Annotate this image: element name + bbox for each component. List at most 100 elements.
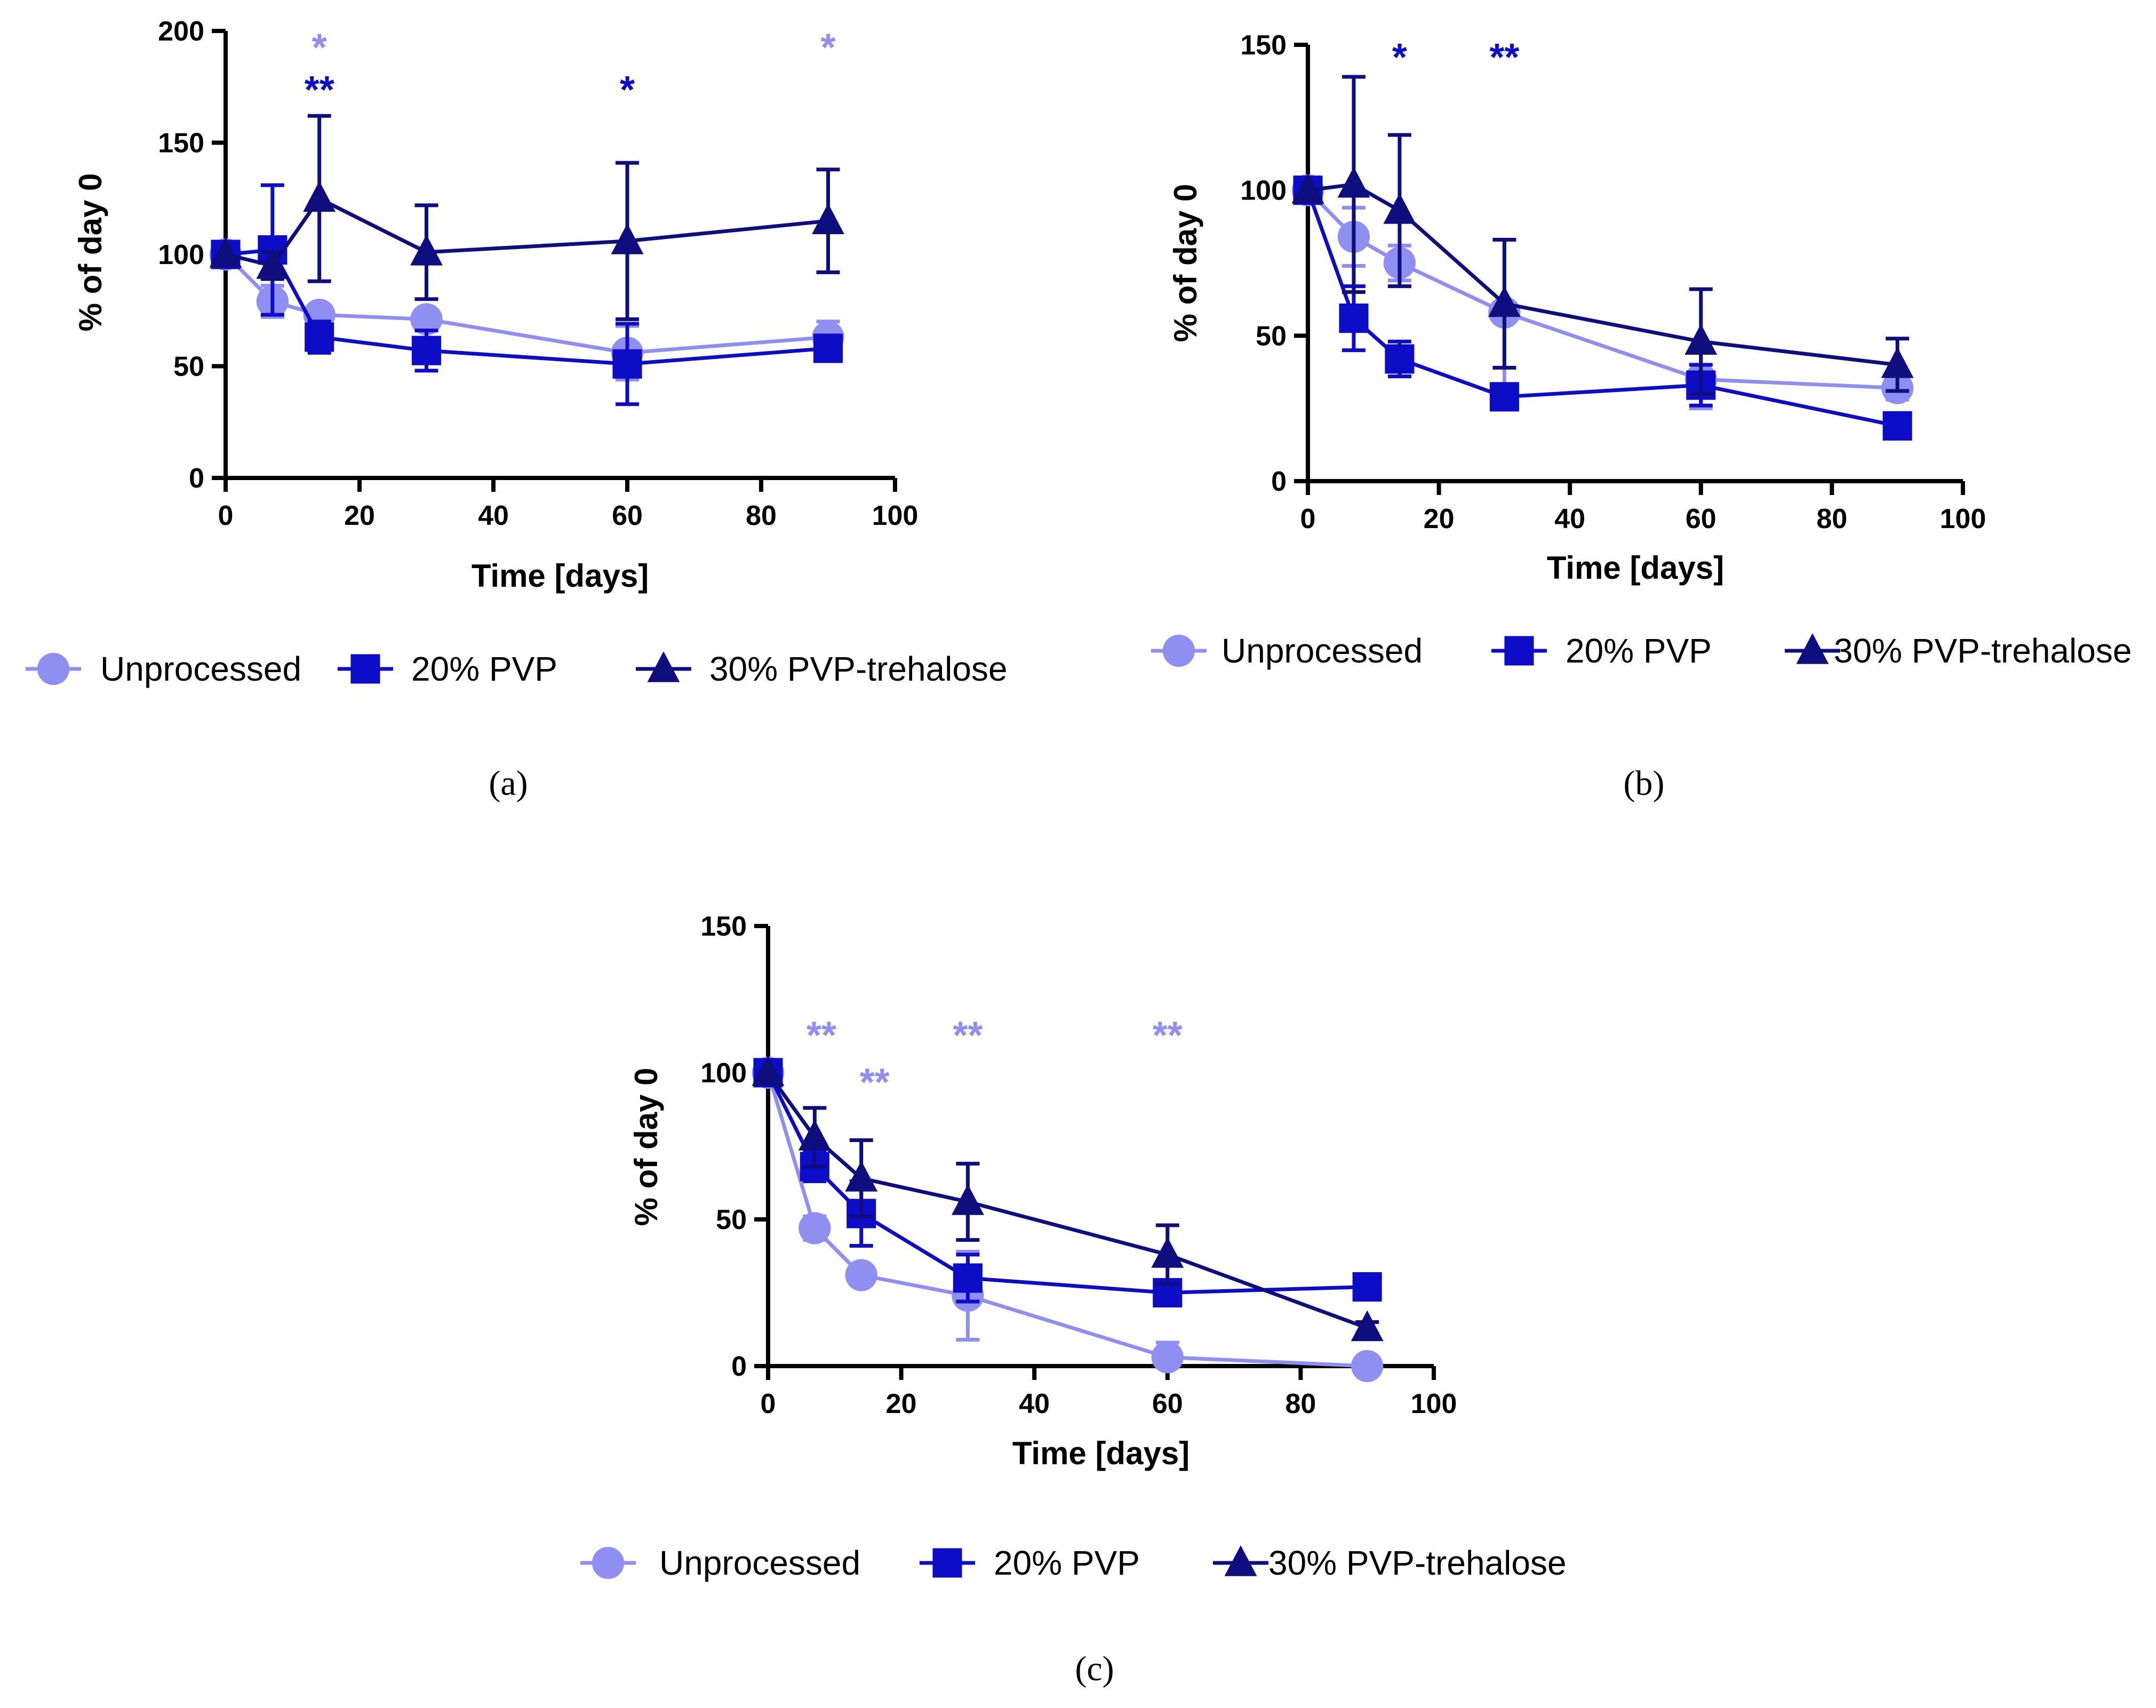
series-pvp20 bbox=[1293, 175, 1912, 441]
y-tick-label: 0 bbox=[1271, 466, 1287, 497]
y-tick-label: 100 bbox=[700, 1058, 747, 1089]
legend: Unprocessed 20% PVP 30% PVP-trehalose bbox=[580, 1544, 1567, 1582]
legend-label: 30% PVP-trehalose bbox=[1834, 632, 2132, 670]
legend: Unprocessed 20% PVP 30% PVP-trehalose bbox=[1151, 632, 2132, 670]
legend-label: Unprocessed bbox=[1221, 632, 1423, 670]
legend-item-pvp20: 20% PVP bbox=[920, 1544, 1140, 1582]
legend-marker bbox=[1224, 1545, 1257, 1576]
legend-marker bbox=[37, 652, 70, 685]
y-tick-label: 0 bbox=[189, 463, 204, 494]
data-point bbox=[1882, 411, 1912, 441]
chart-panel-c: 0 20 40 60 80 100 0 50 100 150 Time [days] % of day… bbox=[580, 911, 1567, 1688]
x-axis-title: Time [days] bbox=[472, 558, 649, 594]
x-tick-label: 80 bbox=[1285, 1388, 1316, 1419]
legend-item-pvp20: 20% PVP bbox=[1491, 632, 1712, 670]
legend-marker bbox=[647, 651, 680, 682]
panel-label: (c) bbox=[1075, 1649, 1114, 1688]
data-point bbox=[1881, 347, 1914, 378]
y-tick-label: 100 bbox=[158, 240, 204, 270]
significance-label: ** bbox=[305, 69, 334, 111]
x-axis-title: Time [days] bbox=[1012, 1435, 1189, 1471]
y-axis-title: % of day 0 bbox=[73, 173, 108, 332]
series-line bbox=[766, 1072, 1368, 1368]
series-line bbox=[766, 1072, 1368, 1295]
x-tick-label: 100 bbox=[1940, 504, 1986, 534]
series-pvp30_trehalose bbox=[209, 114, 844, 322]
x-tick-label: 40 bbox=[1554, 504, 1585, 534]
x-tick-label: 100 bbox=[1411, 1388, 1457, 1419]
data-point bbox=[798, 1212, 831, 1244]
series-pvp30_trehalose bbox=[1291, 75, 1914, 396]
x-tick-label: 0 bbox=[1300, 504, 1316, 534]
significance-label: * bbox=[820, 26, 835, 69]
data-point bbox=[1351, 1350, 1384, 1383]
significance-label: * bbox=[1392, 36, 1407, 79]
data-point bbox=[209, 236, 242, 268]
data-point bbox=[1291, 172, 1324, 204]
legend-item-pvp30_trehalose: 30% PVP-trehalose bbox=[1213, 1544, 1567, 1582]
panel-label: (a) bbox=[489, 764, 528, 803]
data-point bbox=[812, 203, 844, 234]
legend-label: 30% PVP-trehalose bbox=[709, 650, 1008, 688]
data-point bbox=[752, 1055, 785, 1086]
legend-marker bbox=[592, 1546, 625, 1579]
x-tick-label: 40 bbox=[478, 500, 509, 531]
chart-panel-a: 0 20 40 60 80 100 0 50 100 150 200 Time [days] % of … bbox=[26, 16, 1008, 803]
data-point bbox=[1151, 1341, 1184, 1374]
legend-item-unprocessed: Unprocessed bbox=[1151, 632, 1423, 670]
data-point bbox=[612, 349, 642, 379]
data-point bbox=[845, 1160, 878, 1192]
x-tick-label: 0 bbox=[218, 500, 234, 531]
x-tick-label: 20 bbox=[1424, 504, 1455, 534]
x-tick-label: 40 bbox=[1019, 1388, 1050, 1419]
data-point bbox=[410, 303, 443, 336]
x-tick-label: 20 bbox=[886, 1388, 917, 1419]
panel-label: (b) bbox=[1624, 764, 1665, 803]
y-tick-label: 150 bbox=[700, 911, 747, 942]
data-point bbox=[1151, 1236, 1184, 1268]
data-point bbox=[410, 234, 443, 266]
data-point bbox=[813, 333, 843, 363]
y-tick-label: 50 bbox=[716, 1204, 747, 1235]
y-tick-label: 50 bbox=[1256, 321, 1287, 352]
legend-label: 20% PVP bbox=[411, 650, 557, 688]
legend-label: 30% PVP-trehalose bbox=[1268, 1544, 1567, 1582]
data-point bbox=[1488, 286, 1521, 317]
significance-label: ** bbox=[860, 1061, 890, 1104]
series-line bbox=[766, 1071, 1368, 1330]
data-point bbox=[611, 223, 644, 254]
y-tick-label: 100 bbox=[1240, 175, 1287, 206]
x-tick-label: 80 bbox=[1816, 504, 1847, 534]
data-point bbox=[411, 336, 442, 365]
data-point bbox=[951, 1184, 984, 1215]
x-tick-label: 60 bbox=[612, 500, 643, 531]
legend-marker bbox=[1162, 634, 1195, 667]
legend-marker bbox=[350, 654, 380, 684]
x-tick-label: 80 bbox=[746, 500, 777, 531]
legend-marker bbox=[932, 1548, 962, 1578]
legend-marker bbox=[1796, 633, 1829, 664]
x-tick-label: 0 bbox=[761, 1388, 776, 1419]
legend-label: Unprocessed bbox=[100, 650, 301, 688]
x-tick-label: 60 bbox=[1152, 1388, 1183, 1419]
x-tick-label: 60 bbox=[1686, 504, 1716, 534]
x-tick-label: 20 bbox=[344, 500, 375, 531]
x-axis-title: Time [days] bbox=[1547, 550, 1724, 586]
significance-label: ** bbox=[953, 1015, 983, 1057]
data-point bbox=[953, 1263, 983, 1293]
data-point bbox=[1351, 1310, 1384, 1342]
data-point bbox=[256, 248, 289, 279]
x-tick-label: 100 bbox=[872, 500, 919, 531]
y-tick-label: 200 bbox=[158, 16, 204, 47]
data-point bbox=[303, 181, 336, 212]
significance-label: ** bbox=[806, 1015, 836, 1057]
legend-label: 20% PVP bbox=[1566, 632, 1712, 670]
legend-item-pvp30_trehalose: 30% PVP-trehalose bbox=[636, 650, 1008, 688]
data-point bbox=[1339, 304, 1369, 333]
series-pvp30_trehalose bbox=[752, 1055, 1384, 1342]
data-point bbox=[305, 322, 334, 352]
series-line bbox=[1306, 189, 1898, 428]
y-tick-label: 150 bbox=[1240, 30, 1287, 61]
data-point bbox=[1352, 1272, 1382, 1302]
